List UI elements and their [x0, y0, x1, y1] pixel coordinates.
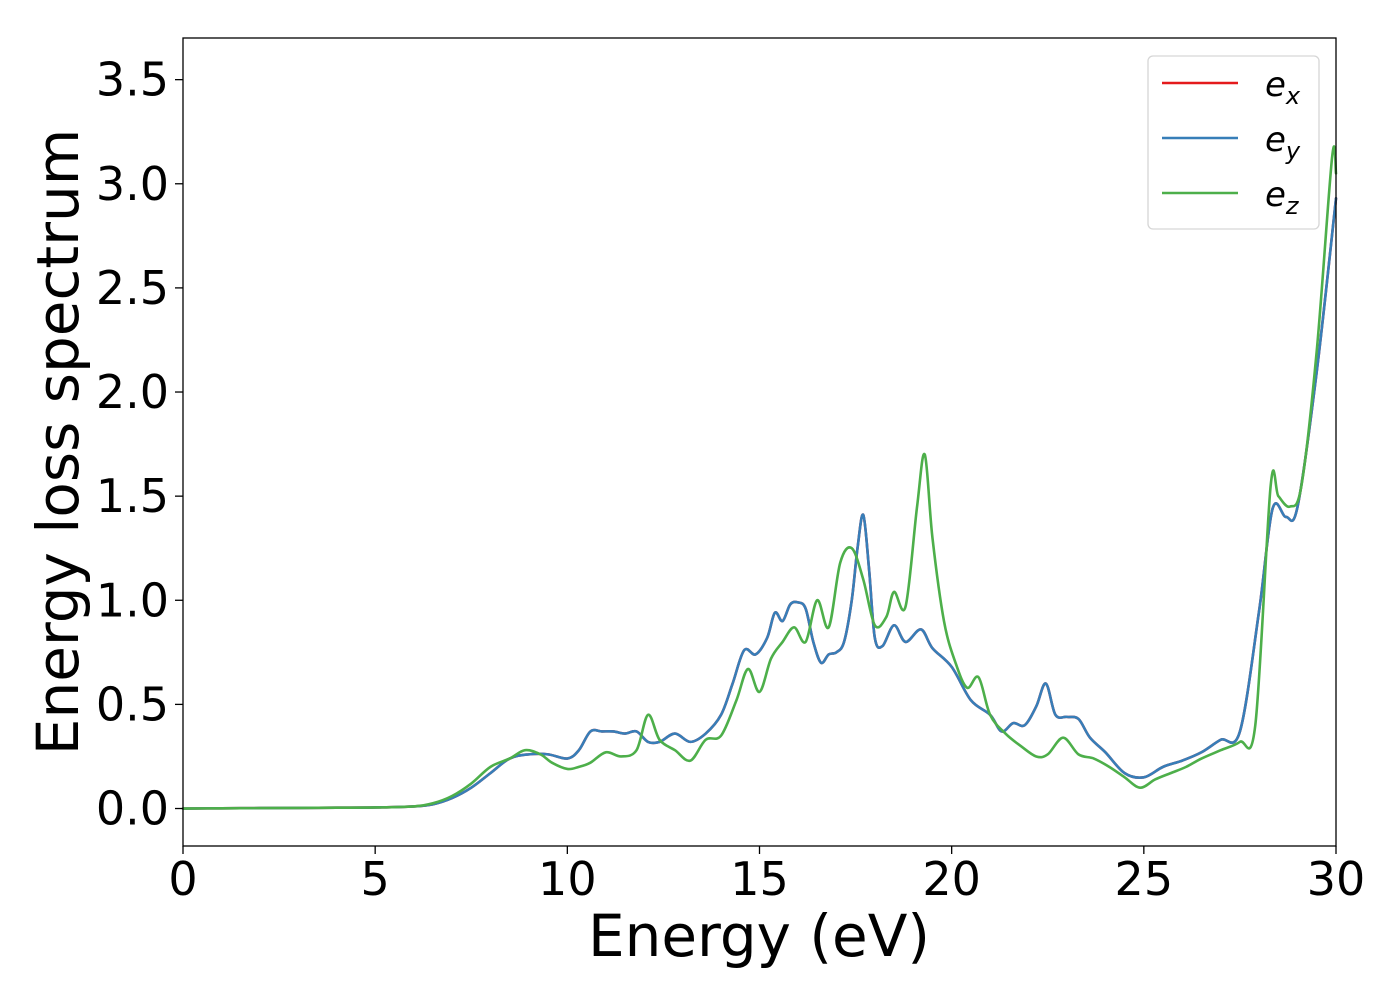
y-axis-label: Energy loss spectrum	[24, 129, 92, 755]
legend-label-base: e	[1265, 175, 1286, 215]
y-tick-label: 1.0	[96, 573, 169, 627]
legend-label-base: e	[1265, 120, 1286, 160]
legend-label-subscript: z	[1285, 192, 1300, 220]
x-tick-label: 10	[538, 852, 597, 906]
x-tick-label: 20	[922, 852, 981, 906]
y-tick-label: 0.0	[96, 782, 169, 836]
legend-label-x: ex	[1265, 65, 1301, 110]
y-tick-label: 0.5	[96, 677, 169, 731]
x-tick-label: 5	[361, 852, 390, 906]
x-axis-label: Energy (eV)	[588, 902, 930, 970]
series-line-y	[181, 197, 1338, 810]
legend-box	[1147, 55, 1320, 230]
y-tick-label: 2.5	[96, 261, 169, 315]
x-tick-label: 25	[1115, 852, 1174, 906]
series-line-z	[181, 145, 1338, 810]
legend-label-subscript: y	[1285, 137, 1301, 165]
y-axis: 0.0 0.5 1.0 1.5 2.0 2.5 3.0 3.5	[96, 53, 183, 836]
x-tick-label: 0	[168, 852, 197, 906]
x-axis: 0 5 10 15 20 25 30	[168, 846, 1365, 906]
legend-label-y: ey	[1265, 120, 1301, 165]
legend-label-subscript: x	[1285, 82, 1301, 110]
legend-label-z: ez	[1265, 175, 1300, 220]
legend-label-base: e	[1265, 65, 1286, 105]
y-tick-label: 3.0	[96, 157, 169, 211]
series-layer	[181, 145, 1338, 810]
x-tick-label: 30	[1307, 852, 1366, 906]
y-tick-label: 2.0	[96, 365, 169, 419]
x-tick-label: 15	[730, 852, 789, 906]
y-tick-label: 3.5	[96, 53, 169, 107]
y-tick-label: 1.5	[96, 469, 169, 523]
